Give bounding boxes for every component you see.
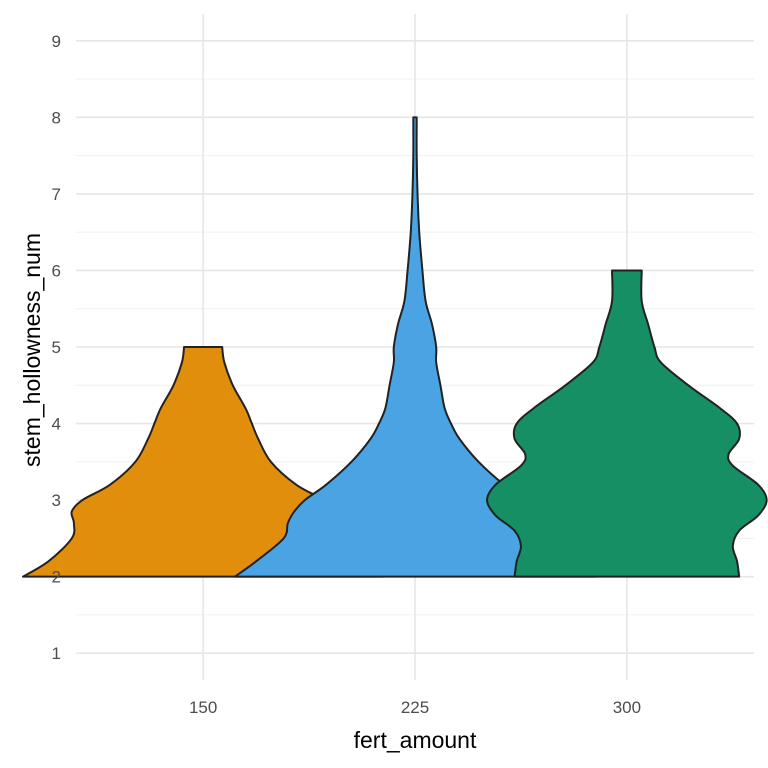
violins — [22, 116, 768, 578]
y-tick-label: 8 — [52, 108, 61, 127]
y-axis-title: stem_hollowness_num — [19, 233, 45, 467]
y-tick-label: 9 — [52, 32, 61, 51]
violin-225 — [233, 116, 597, 578]
y-tick-label: 3 — [52, 491, 61, 510]
x-axis-title: fert_amount — [354, 727, 477, 753]
y-tick-label: 2 — [52, 568, 61, 587]
violin-300 — [486, 269, 768, 578]
y-tick-label: 1 — [52, 644, 61, 663]
x-tick-label: 225 — [401, 698, 429, 717]
y-axis-tick-labels: 1 2 3 4 5 6 7 8 9 — [52, 32, 61, 663]
y-tick-label: 6 — [52, 261, 61, 280]
y-tick-label: 7 — [52, 185, 61, 204]
x-axis-tick-labels: 150 225 300 — [189, 698, 641, 717]
y-tick-label: 4 — [52, 415, 61, 434]
x-tick-label: 150 — [189, 698, 217, 717]
x-tick-label: 300 — [613, 698, 641, 717]
y-tick-label: 5 — [52, 338, 61, 357]
